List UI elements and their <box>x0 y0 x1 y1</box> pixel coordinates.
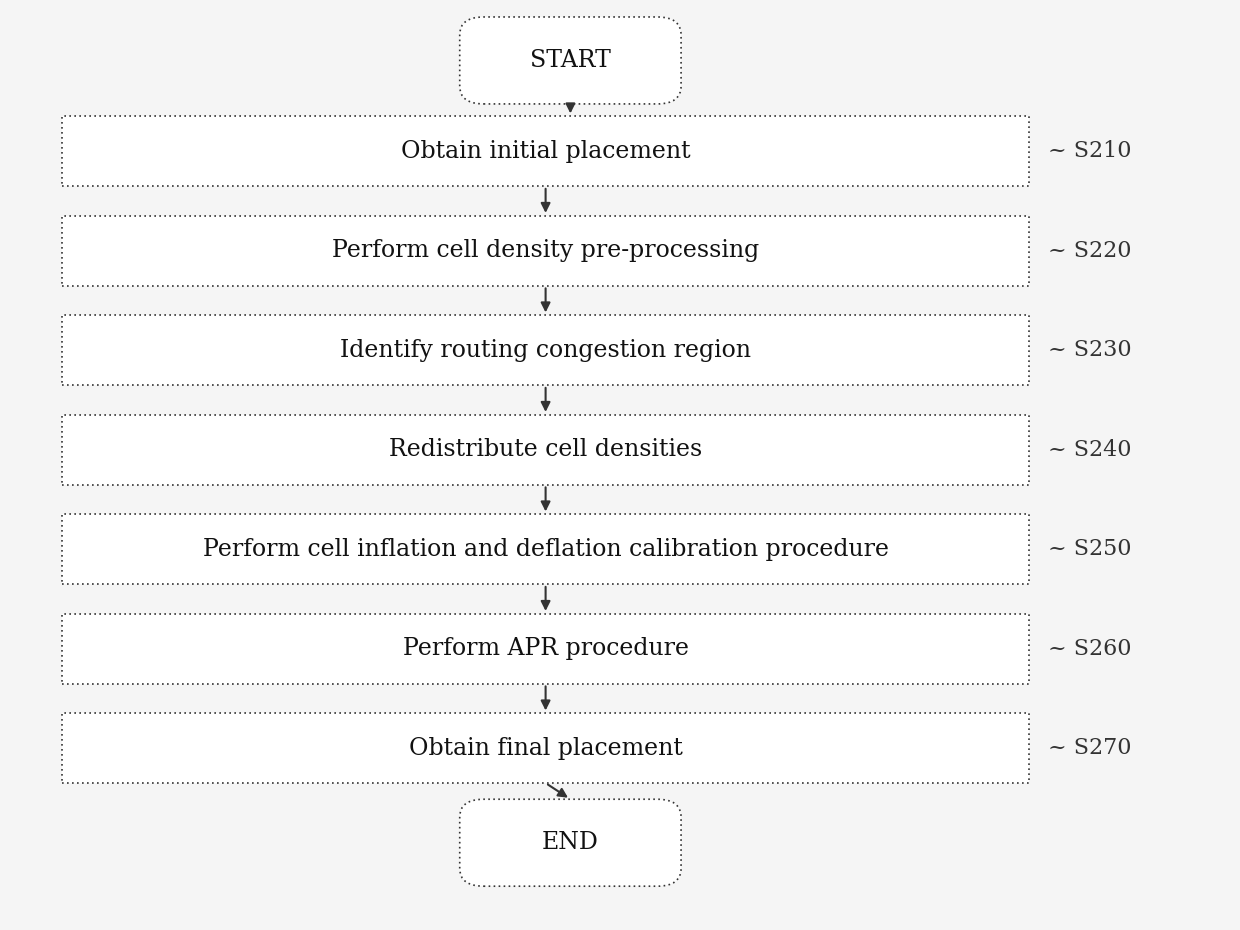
Bar <box>64 617 1027 681</box>
Text: Perform cell density pre-processing: Perform cell density pre-processing <box>332 239 759 262</box>
Text: ~ S260: ~ S260 <box>1048 638 1131 659</box>
Text: ~ S220: ~ S220 <box>1048 240 1131 261</box>
FancyBboxPatch shape <box>460 17 681 104</box>
Text: START: START <box>529 49 611 72</box>
Bar <box>62 614 1029 684</box>
Bar <box>62 216 1029 286</box>
Bar <box>62 315 1029 385</box>
Text: Obtain initial placement: Obtain initial placement <box>401 140 691 163</box>
Bar <box>64 318 1027 382</box>
Bar <box>64 716 1027 780</box>
Bar <box>62 415 1029 485</box>
Bar <box>62 116 1029 186</box>
Text: Identify routing congestion region: Identify routing congestion region <box>340 339 751 362</box>
Text: END: END <box>542 831 599 855</box>
Text: ~ S270: ~ S270 <box>1048 737 1131 759</box>
Text: ~ S250: ~ S250 <box>1048 538 1131 560</box>
FancyBboxPatch shape <box>460 799 681 886</box>
Text: ~ S210: ~ S210 <box>1048 140 1131 162</box>
Bar <box>64 517 1027 581</box>
Text: ~ S240: ~ S240 <box>1048 439 1131 460</box>
Text: Perform APR procedure: Perform APR procedure <box>403 637 688 660</box>
Bar <box>64 219 1027 283</box>
Text: ~ S230: ~ S230 <box>1048 339 1131 361</box>
Bar <box>64 119 1027 183</box>
Text: Redistribute cell densities: Redistribute cell densities <box>389 438 702 461</box>
Text: Obtain final placement: Obtain final placement <box>409 737 682 760</box>
Bar <box>62 713 1029 783</box>
Bar <box>62 514 1029 584</box>
Bar <box>64 418 1027 482</box>
Text: Perform cell inflation and deflation calibration procedure: Perform cell inflation and deflation cal… <box>202 538 889 561</box>
